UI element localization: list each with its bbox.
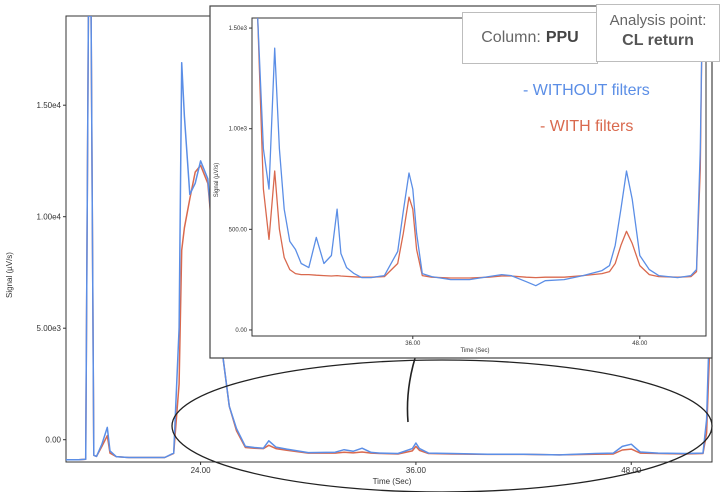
inset-y-tick-label: 1.00e3: [229, 127, 248, 133]
inset-y-axis-label: Signal (µV/s): [214, 163, 220, 197]
inset-series-lines: [257, 18, 706, 287]
main-x-tick-label: 48.00: [621, 466, 642, 475]
main-y-tick-label: 1.00e4: [37, 212, 62, 221]
analysis-point-annotation: Analysis point: CL return: [596, 4, 720, 62]
inset-y-tick-label: 0.00: [235, 328, 247, 334]
inset-x-tick-label: 36.00: [405, 341, 421, 347]
main-y-tick-label: 5.00e3: [37, 324, 62, 333]
inset-y-tick-label: 1.50e3: [229, 26, 248, 32]
inset-x-axis-label: Time (Sec): [460, 348, 489, 354]
column-value: PPU: [545, 29, 579, 46]
inset-series-with-filters: [257, 18, 706, 279]
analysis-point-value: CL return: [622, 32, 694, 49]
highlight-ellipse: [171, 359, 713, 492]
main-x-tick-label: 24.00: [191, 466, 212, 475]
main-y-tick-label: 1.50e4: [37, 101, 62, 110]
legend-with-filters: - WITH filters: [540, 118, 634, 135]
main-series-without-filters: [66, 16, 712, 461]
inset-series-without-filters: [257, 18, 706, 287]
analysis-point-label: Analysis point:: [609, 12, 707, 29]
main-axis-ticks: 24.00 36.00 48.00 0.00 5.00e3 1.00e4 1.50e4: [37, 101, 642, 475]
main-y-tick-label: 0.00: [45, 435, 61, 444]
inset-y-tick-label: 500.00: [229, 227, 248, 233]
inset-axis-ticks: 36.00 48.00 0.00 500.00 1.00e3 1.50e3: [229, 26, 648, 347]
legend-without-filters: - WITHOUT filters: [523, 82, 650, 99]
inset-panel: 36.00 48.00 0.00 500.00 1.00e3 1.50e3 Time (S…: [209, 5, 713, 359]
main-x-axis-label: Time (Sec): [373, 477, 412, 486]
column-annotation: Column: PPU: [462, 12, 598, 64]
column-label: Column:: [481, 29, 541, 46]
main-x-tick-label: 36.00: [406, 466, 427, 475]
main-series-lines: [66, 16, 712, 461]
main-y-axis-label: Signal (µV/s): [5, 252, 14, 298]
inset-x-tick-label: 48.00: [632, 341, 648, 347]
